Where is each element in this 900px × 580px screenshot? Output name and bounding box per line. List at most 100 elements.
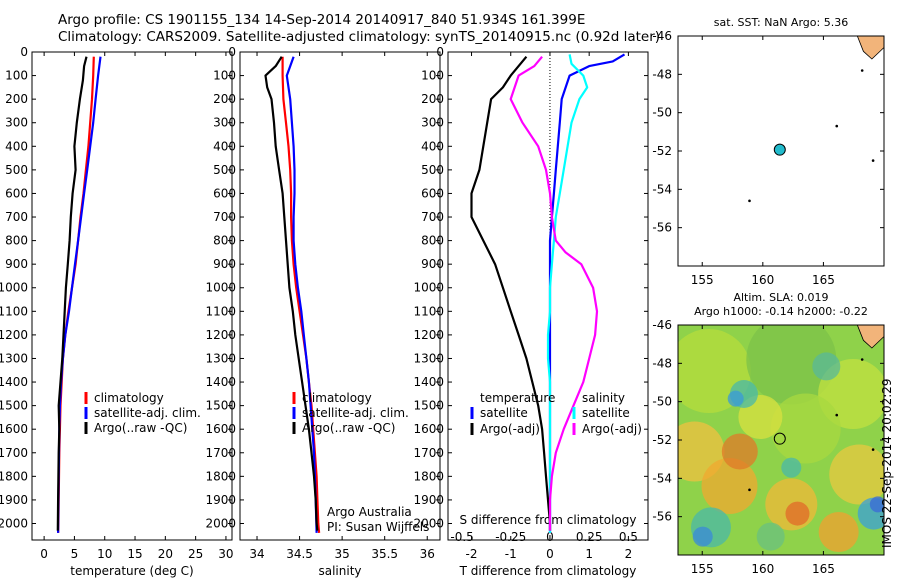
y-tick-label: 1000 (413, 281, 444, 295)
y-tick-label: -52 (652, 433, 672, 447)
legend-label: satellite (480, 406, 528, 420)
y-tick-label: 800 (421, 234, 444, 248)
y-tick-label: 600 (5, 186, 28, 200)
series-line (509, 55, 599, 531)
y-tick-label: 200 (213, 92, 236, 106)
sla-map-panel: 155 160 165 -46 -48 -50 -52 -54 -56 Altim. SLA: 0… (652, 291, 885, 576)
y-tick-label: 400 (5, 139, 28, 153)
heatmap-blob (812, 352, 841, 381)
y-tick-label: 1600 (0, 422, 28, 436)
y-tick-label: 1000 (205, 281, 236, 295)
series-line (281, 56, 321, 533)
y-tick-label: 0 (228, 45, 236, 59)
island-marker (835, 124, 839, 128)
island-marker (860, 69, 864, 72)
y-tick-label: 2000 (0, 516, 28, 530)
x-tick-label: 1 (585, 547, 593, 561)
y-tick-label: -46 (652, 29, 672, 43)
x-tick-label: 35 (334, 547, 349, 561)
y-tick-label: -48 (652, 67, 672, 81)
y-tick-label: 1400 (0, 375, 28, 389)
x-tick-label: -2 (466, 547, 478, 561)
y-tick-label: 500 (421, 163, 444, 177)
y-tick-label: 800 (5, 234, 28, 248)
y-tick-label: 1500 (0, 399, 28, 413)
y-tick-label: 100 (213, 69, 236, 83)
y-tick-label: 900 (5, 257, 28, 271)
y-tick-label: 700 (5, 210, 28, 224)
y-tick-label: 1100 (0, 304, 28, 318)
island-marker (871, 448, 875, 451)
y-tick-label: 1800 (205, 469, 236, 483)
y-tick-label: 200 (421, 92, 444, 106)
y-tick-label: 0 (20, 45, 28, 59)
legend-label: Argo(-adj) (480, 422, 540, 436)
map-title: sat. SST: NaN Argo: 5.36 (714, 16, 848, 29)
salinity-panel: 0100200300400500600700800900100011001200… (205, 45, 441, 578)
x-tick-label: 165 (812, 562, 835, 576)
y-tick-label: 100 (5, 69, 28, 83)
x-axis-label: T difference from climatology (459, 564, 637, 578)
legend-label: Argo(-adj) (582, 422, 642, 436)
argo-float-marker (773, 143, 786, 156)
argo-float-marker (773, 432, 786, 445)
x-tick-label-s: 0.5 (619, 530, 638, 544)
heatmap-blob (829, 444, 884, 505)
y-tick-label: 1400 (413, 375, 444, 389)
y-tick-label: 1700 (0, 446, 28, 460)
annotation-text: PI: Susan Wijffels (327, 520, 429, 534)
x-tick-label: 15 (127, 547, 142, 561)
y-tick-label: -46 (652, 318, 672, 332)
heatmap-blob (818, 512, 859, 552)
x-tick-label: 34 (249, 547, 264, 561)
y-tick-label: 1600 (205, 422, 236, 436)
map-title: Altim. SLA: 0.019 (733, 291, 828, 304)
y-tick-label: 1800 (413, 469, 444, 483)
x-axis-label: temperature (deg C) (70, 564, 193, 578)
y-tick-label: 600 (421, 186, 444, 200)
series-line (56, 56, 88, 531)
y-tick-label: 900 (421, 257, 444, 271)
y-tick-label: 700 (213, 210, 236, 224)
heatmap-blob (746, 325, 837, 405)
y-tick-label: -52 (652, 144, 672, 158)
legend-label: Argo(..raw -QC) (302, 421, 395, 435)
y-tick-label: 300 (5, 116, 28, 130)
x-axis-label: salinity (318, 564, 361, 578)
heatmap-blob (770, 393, 841, 464)
y-tick-label: 300 (421, 116, 444, 130)
y-tick-label: 0 (436, 45, 444, 59)
y-tick-label: 800 (213, 234, 236, 248)
x-tick-label-s: -0.5 (450, 530, 473, 544)
y-tick-label: 1100 (413, 304, 444, 318)
legend-group-title: salinity (582, 391, 625, 405)
legend-label: Argo(..raw -QC) (94, 421, 187, 435)
series-line (285, 56, 318, 533)
x-tick-label: 5 (71, 547, 79, 561)
difference-panel: 0100200300400500600700800900100011001200… (413, 45, 649, 578)
plot-frame (31, 51, 233, 541)
y-tick-label: -56 (652, 510, 672, 524)
x-axis-label-s: S difference from climatology (460, 513, 637, 527)
y-tick-label: 200 (5, 92, 28, 106)
figure-title-line1: Argo profile: CS 1901155_134 14-Sep-2014… (58, 12, 586, 28)
figure-title-line2: Climatology: CARS2009. Satellite-adjuste… (58, 29, 661, 45)
y-tick-label: 1500 (413, 399, 444, 413)
y-tick-label: -48 (652, 356, 672, 370)
y-tick-label: 1900 (205, 493, 236, 507)
legend-label: climatology (302, 391, 372, 405)
y-tick-label: 1800 (0, 469, 28, 483)
y-tick-label: 1900 (0, 493, 28, 507)
legend-label: climatology (94, 391, 164, 405)
island-marker (748, 488, 751, 492)
heatmap-blob (756, 522, 785, 551)
legend-label: satellite-adj. clim. (302, 406, 409, 420)
x-tick-label: 160 (751, 562, 774, 576)
x-tick-label: -1 (505, 547, 517, 561)
y-tick-label: 1300 (0, 351, 28, 365)
x-tick-label: 160 (751, 273, 774, 287)
x-tick-label: 20 (158, 547, 173, 561)
y-tick-label: 1900 (413, 493, 444, 507)
y-tick-label: 1200 (413, 328, 444, 342)
